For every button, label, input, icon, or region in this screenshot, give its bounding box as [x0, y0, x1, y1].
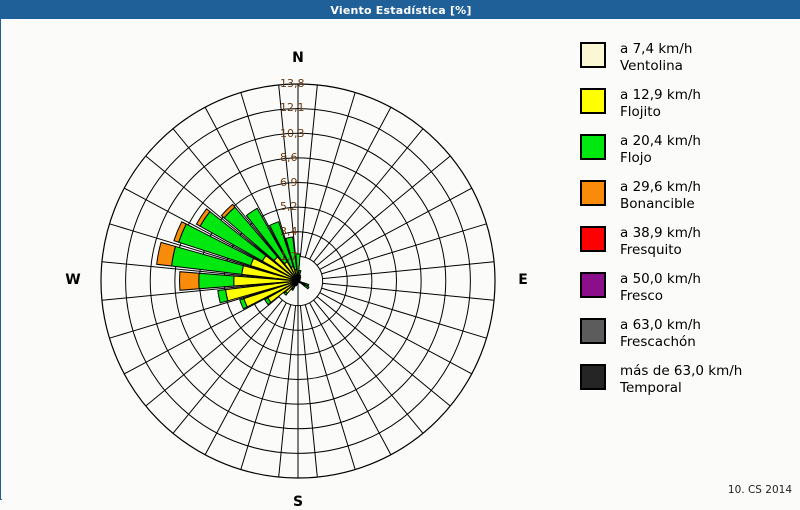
compass-label-west: W: [53, 272, 93, 288]
legend-color-swatch: [580, 226, 606, 252]
radial-tick-label: 3,4: [280, 225, 298, 238]
wind-rose-segment: [180, 272, 200, 291]
grid-spoke: [322, 288, 487, 338]
radial-tick-label: 13,8: [280, 77, 305, 90]
legend-color-swatch: [580, 364, 606, 390]
grid-spoke: [279, 306, 296, 478]
legend-category-label: Temporal: [620, 380, 742, 397]
legend-color-swatch: [580, 318, 606, 344]
grid-spoke: [300, 306, 317, 478]
legend-category-label: Frescachón: [620, 334, 701, 351]
radial-tick-label: 1,7: [280, 250, 298, 263]
wind-rose-segment: [299, 270, 301, 275]
window-title: Viento Estadística [%]: [330, 4, 471, 17]
legend-speed-label: a 50,0 km/h: [620, 271, 701, 288]
grid-spoke: [241, 305, 291, 470]
compass-label-south: S: [278, 494, 318, 510]
wind-rose-segment: [218, 290, 228, 303]
legend-color-swatch: [580, 88, 606, 114]
compass-label-north: N: [278, 50, 318, 66]
radial-tick-label: 8,6: [280, 151, 298, 164]
radial-tick-label: 6,9: [280, 176, 298, 189]
legend-category-label: Ventolina: [620, 58, 692, 75]
legend-category-label: Bonancible: [620, 196, 701, 213]
legend-speed-label: a 29,6 km/h: [620, 179, 701, 196]
grid-spoke: [322, 224, 487, 274]
legend-color-swatch: [580, 42, 606, 68]
legend-category-label: Flojo: [620, 150, 701, 167]
radial-tick-label: 5,2: [280, 200, 298, 213]
legend-color-swatch: [580, 134, 606, 160]
legend-category-label: Fresquito: [620, 242, 701, 259]
legend-speed-label: más de 63,0 km/h: [620, 363, 742, 380]
legend-speed-label: a 63,0 km/h: [620, 317, 701, 334]
radial-tick-label: 10,3: [280, 127, 305, 140]
wind-rose-segment: [199, 273, 234, 289]
grid-spoke: [323, 283, 495, 300]
grid-spoke: [109, 288, 274, 338]
legend-speed-label: a 7,4 km/h: [620, 41, 692, 58]
credit-text: 10. CS 2014: [728, 484, 792, 496]
compass-label-east: E: [503, 272, 543, 288]
grid-spoke: [323, 262, 495, 279]
legend-speed-label: a 20,4 km/h: [620, 133, 701, 150]
radial-tick-label: 12,1: [280, 101, 305, 114]
grid-spoke: [305, 92, 355, 257]
legend-speed-label: a 38,9 km/h: [620, 225, 701, 242]
window-title-bar: Viento Estadística [%]: [1, 1, 800, 19]
legend-color-swatch: [580, 180, 606, 206]
legend-speed-label: a 12,9 km/h: [620, 87, 701, 104]
legend-category-label: Flojito: [620, 104, 701, 121]
legend-category-label: Fresco: [620, 288, 701, 305]
legend-color-swatch: [580, 272, 606, 298]
grid-spoke: [305, 305, 355, 470]
